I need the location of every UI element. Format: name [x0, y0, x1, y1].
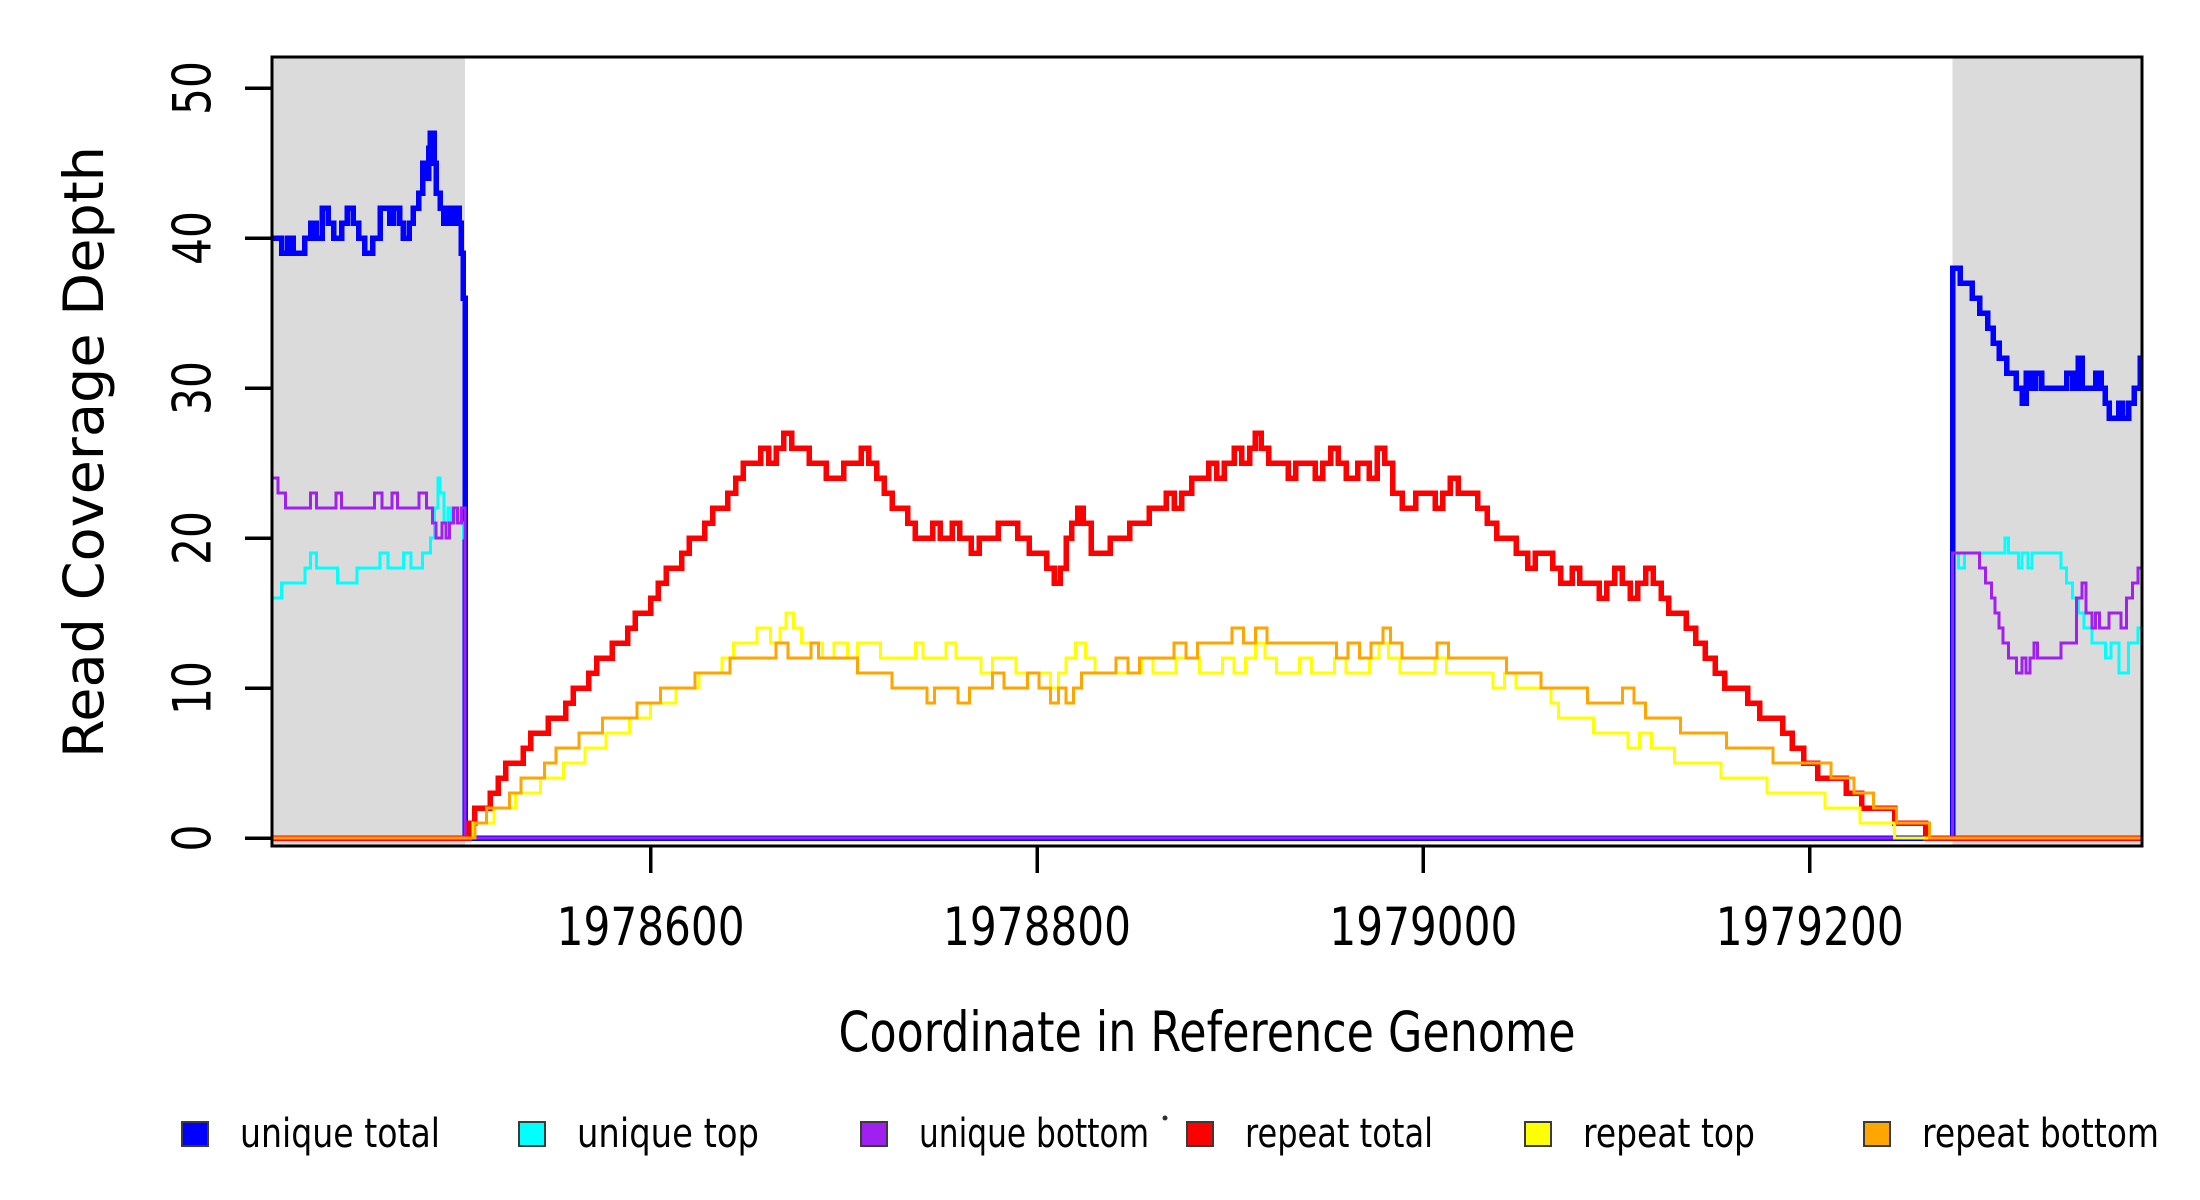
x-tick-label-3: 1979200 — [1716, 897, 1904, 958]
legend-item-unique-top: unique top — [518, 1111, 759, 1157]
legend-item-repeat-bottom: repeat bottom — [1863, 1111, 2159, 1157]
series-unique-total-line — [272, 130, 2143, 841]
shaded-region-1 — [1952, 57, 2142, 846]
legend-label-unique-total: unique total — [240, 1111, 440, 1157]
y-tick-label-2: 20 — [163, 511, 224, 565]
x-axis-title: Coordinate in Reference Genome — [839, 1000, 1576, 1064]
shaded-regions-group — [272, 57, 2142, 846]
legend-swatch-repeat-total — [1186, 1121, 1214, 1147]
legend-label-repeat-bottom: repeat bottom — [1922, 1111, 2159, 1157]
legend-label-unique-top: unique top — [577, 1111, 759, 1157]
y-tick-label-5: 50 — [163, 61, 224, 115]
y-tick-label-3: 30 — [163, 361, 224, 415]
legend-swatch-repeat-bottom — [1863, 1121, 1891, 1147]
x-tick-label-2: 1979000 — [1329, 897, 1517, 958]
legend-item-repeat-total: repeat total — [1186, 1111, 1433, 1157]
series-unique-top-line — [272, 476, 2142, 840]
legend-label-repeat-total: repeat total — [1245, 1111, 1433, 1157]
shaded-region-0 — [272, 57, 466, 846]
y-axis-ticks-group: 0 10 20 30 40 50 — [163, 61, 272, 852]
x-axis-ticks-group: 1978600 1978800 1979000 1979200 — [557, 846, 1904, 958]
legend-item-unique-total: unique total — [181, 1111, 440, 1157]
x-tick-label-1: 1978800 — [943, 897, 1131, 958]
legend-item-repeat-top: repeat top — [1524, 1111, 1755, 1157]
series-repeat-total-line — [272, 430, 2142, 841]
y-tick-label-4: 40 — [163, 211, 224, 265]
legend-swatch-unique-total — [181, 1121, 209, 1147]
legend-label-repeat-top: repeat top — [1583, 1111, 1755, 1157]
series-repeat-bottom-line — [272, 626, 2142, 840]
y-tick-label-0: 0 — [163, 825, 224, 852]
series-unique-bottom-line — [272, 476, 2142, 840]
legend-swatch-repeat-top — [1524, 1121, 1552, 1147]
legend-item-unique-bottom: unique bottom — [860, 1111, 1149, 1157]
legend-swatch-unique-bottom — [860, 1121, 888, 1147]
stray-point-dot — [1162, 1115, 1168, 1121]
y-axis-title: Read Coverage Depth — [52, 146, 116, 758]
y-tick-label-1: 10 — [163, 661, 224, 715]
x-tick-label-0: 1978600 — [557, 897, 745, 958]
legend-swatch-unique-top — [518, 1121, 546, 1147]
series-lines-group — [272, 130, 2143, 841]
legend-label-unique-bottom: unique bottom — [919, 1111, 1149, 1157]
legend: unique total unique top unique bottom re… — [181, 1111, 2159, 1157]
plot-frame — [270, 55, 2144, 848]
